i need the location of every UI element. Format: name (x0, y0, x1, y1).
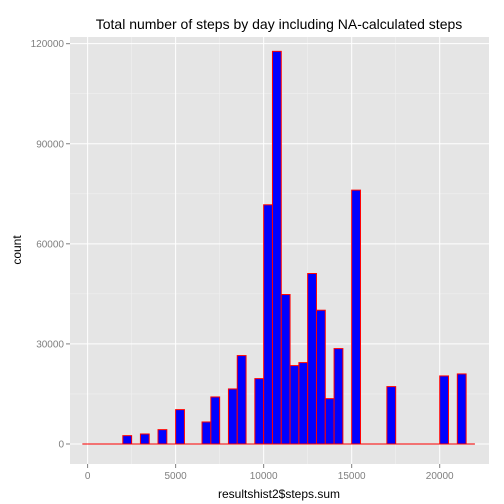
x-tick-label: 5000 (165, 471, 188, 482)
y-tick-label: 60000 (36, 239, 64, 250)
histogram-bar (271, 50, 282, 445)
histogram-bar (236, 355, 247, 445)
histogram-bar (456, 373, 467, 445)
histogram-bar (263, 204, 273, 445)
histogram-bar (280, 294, 291, 445)
y-tick-label: 30000 (36, 339, 64, 350)
histogram-bar (298, 362, 309, 445)
y-tick-label: 120000 (31, 39, 65, 50)
histogram-bar (227, 388, 238, 445)
histogram-bar (289, 365, 300, 445)
histogram-bar (139, 433, 150, 445)
histogram-bar (157, 429, 168, 445)
histogram-bar (254, 378, 265, 445)
histogram-bar (122, 435, 133, 445)
y-tick-label: 90000 (36, 139, 64, 150)
x-axis: 0 5000 10000 15000 20000 (85, 464, 454, 482)
histogram-bar (324, 398, 335, 445)
histogram-bars (122, 50, 467, 445)
histogram-bar (439, 375, 450, 445)
x-tick-label: 10000 (250, 471, 278, 482)
y-axis: 0 30000 60000 90000 120000 (31, 39, 70, 450)
x-tick-label: 20000 (426, 471, 454, 482)
y-tick-label: 0 (58, 439, 64, 450)
chart-title: Total number of steps by day including N… (96, 16, 463, 32)
histogram-bar (351, 189, 361, 445)
histogram-bar (315, 309, 326, 445)
histogram-bar (175, 409, 185, 445)
histogram-bar (307, 273, 317, 445)
histogram-bar (386, 386, 397, 445)
histogram-bar (333, 348, 344, 445)
histogram-bar (201, 421, 212, 445)
y-axis-title: count (10, 235, 24, 265)
x-tick-label: 15000 (338, 471, 366, 482)
x-tick-label: 0 (85, 471, 91, 482)
histogram-bar (210, 396, 221, 445)
x-axis-title: resultshist2$steps.sum (218, 487, 340, 501)
